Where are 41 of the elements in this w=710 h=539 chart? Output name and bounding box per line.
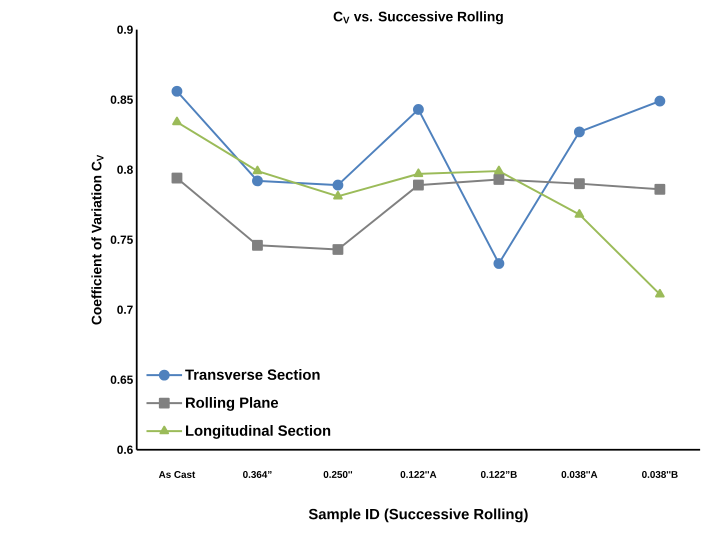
x-tick-label: 0.038''A	[562, 471, 598, 478]
x-tick-label: As Cast	[158, 471, 196, 478]
point	[252, 166, 262, 174]
legend-label: Transverse Section	[185, 369, 320, 380]
x-axis-title: Sample ID (Successive Rolling)	[308, 508, 528, 522]
y-tick-label: 0.6	[117, 446, 133, 454]
y-tick-label: 0.8	[117, 166, 133, 174]
chart-title: C$_{V}$ vs. Successive Rolling	[334, 11, 503, 24]
point	[654, 184, 666, 195]
point	[413, 104, 424, 116]
y-tick-label: 0.7	[117, 306, 133, 314]
point	[414, 168, 424, 178]
point	[332, 244, 344, 256]
point	[574, 209, 584, 218]
point	[493, 258, 504, 270]
point	[494, 166, 504, 174]
point	[172, 172, 182, 184]
point	[493, 174, 504, 186]
x-tick-label: 0.122''A	[400, 471, 436, 478]
point	[252, 240, 263, 251]
legend-label: Longitudinal Section	[186, 425, 330, 440]
point	[413, 180, 424, 191]
y-axis-title: Coefficient of Variation C$_{V}$	[91, 154, 104, 325]
point	[252, 176, 263, 186]
point	[574, 126, 585, 138]
y-tick-label: 0.65	[110, 376, 133, 384]
x-tick-label: 0.038''B	[642, 471, 678, 478]
point	[655, 289, 665, 298]
point	[333, 191, 343, 200]
y-tick-label: 0.9	[117, 26, 133, 34]
point	[574, 178, 585, 190]
point	[172, 86, 182, 97]
point	[654, 96, 666, 107]
y-tick-label: 0.85	[110, 96, 133, 104]
legend-label: Rolling Plane	[186, 397, 278, 412]
point	[332, 180, 344, 191]
y-tick-label: 0.75	[110, 236, 133, 244]
x-tick-label: 0.250''	[324, 471, 352, 478]
x-tick-label: 0.122”B	[480, 471, 517, 478]
x-tick-label: 0.364”	[243, 471, 272, 478]
point	[172, 116, 182, 126]
